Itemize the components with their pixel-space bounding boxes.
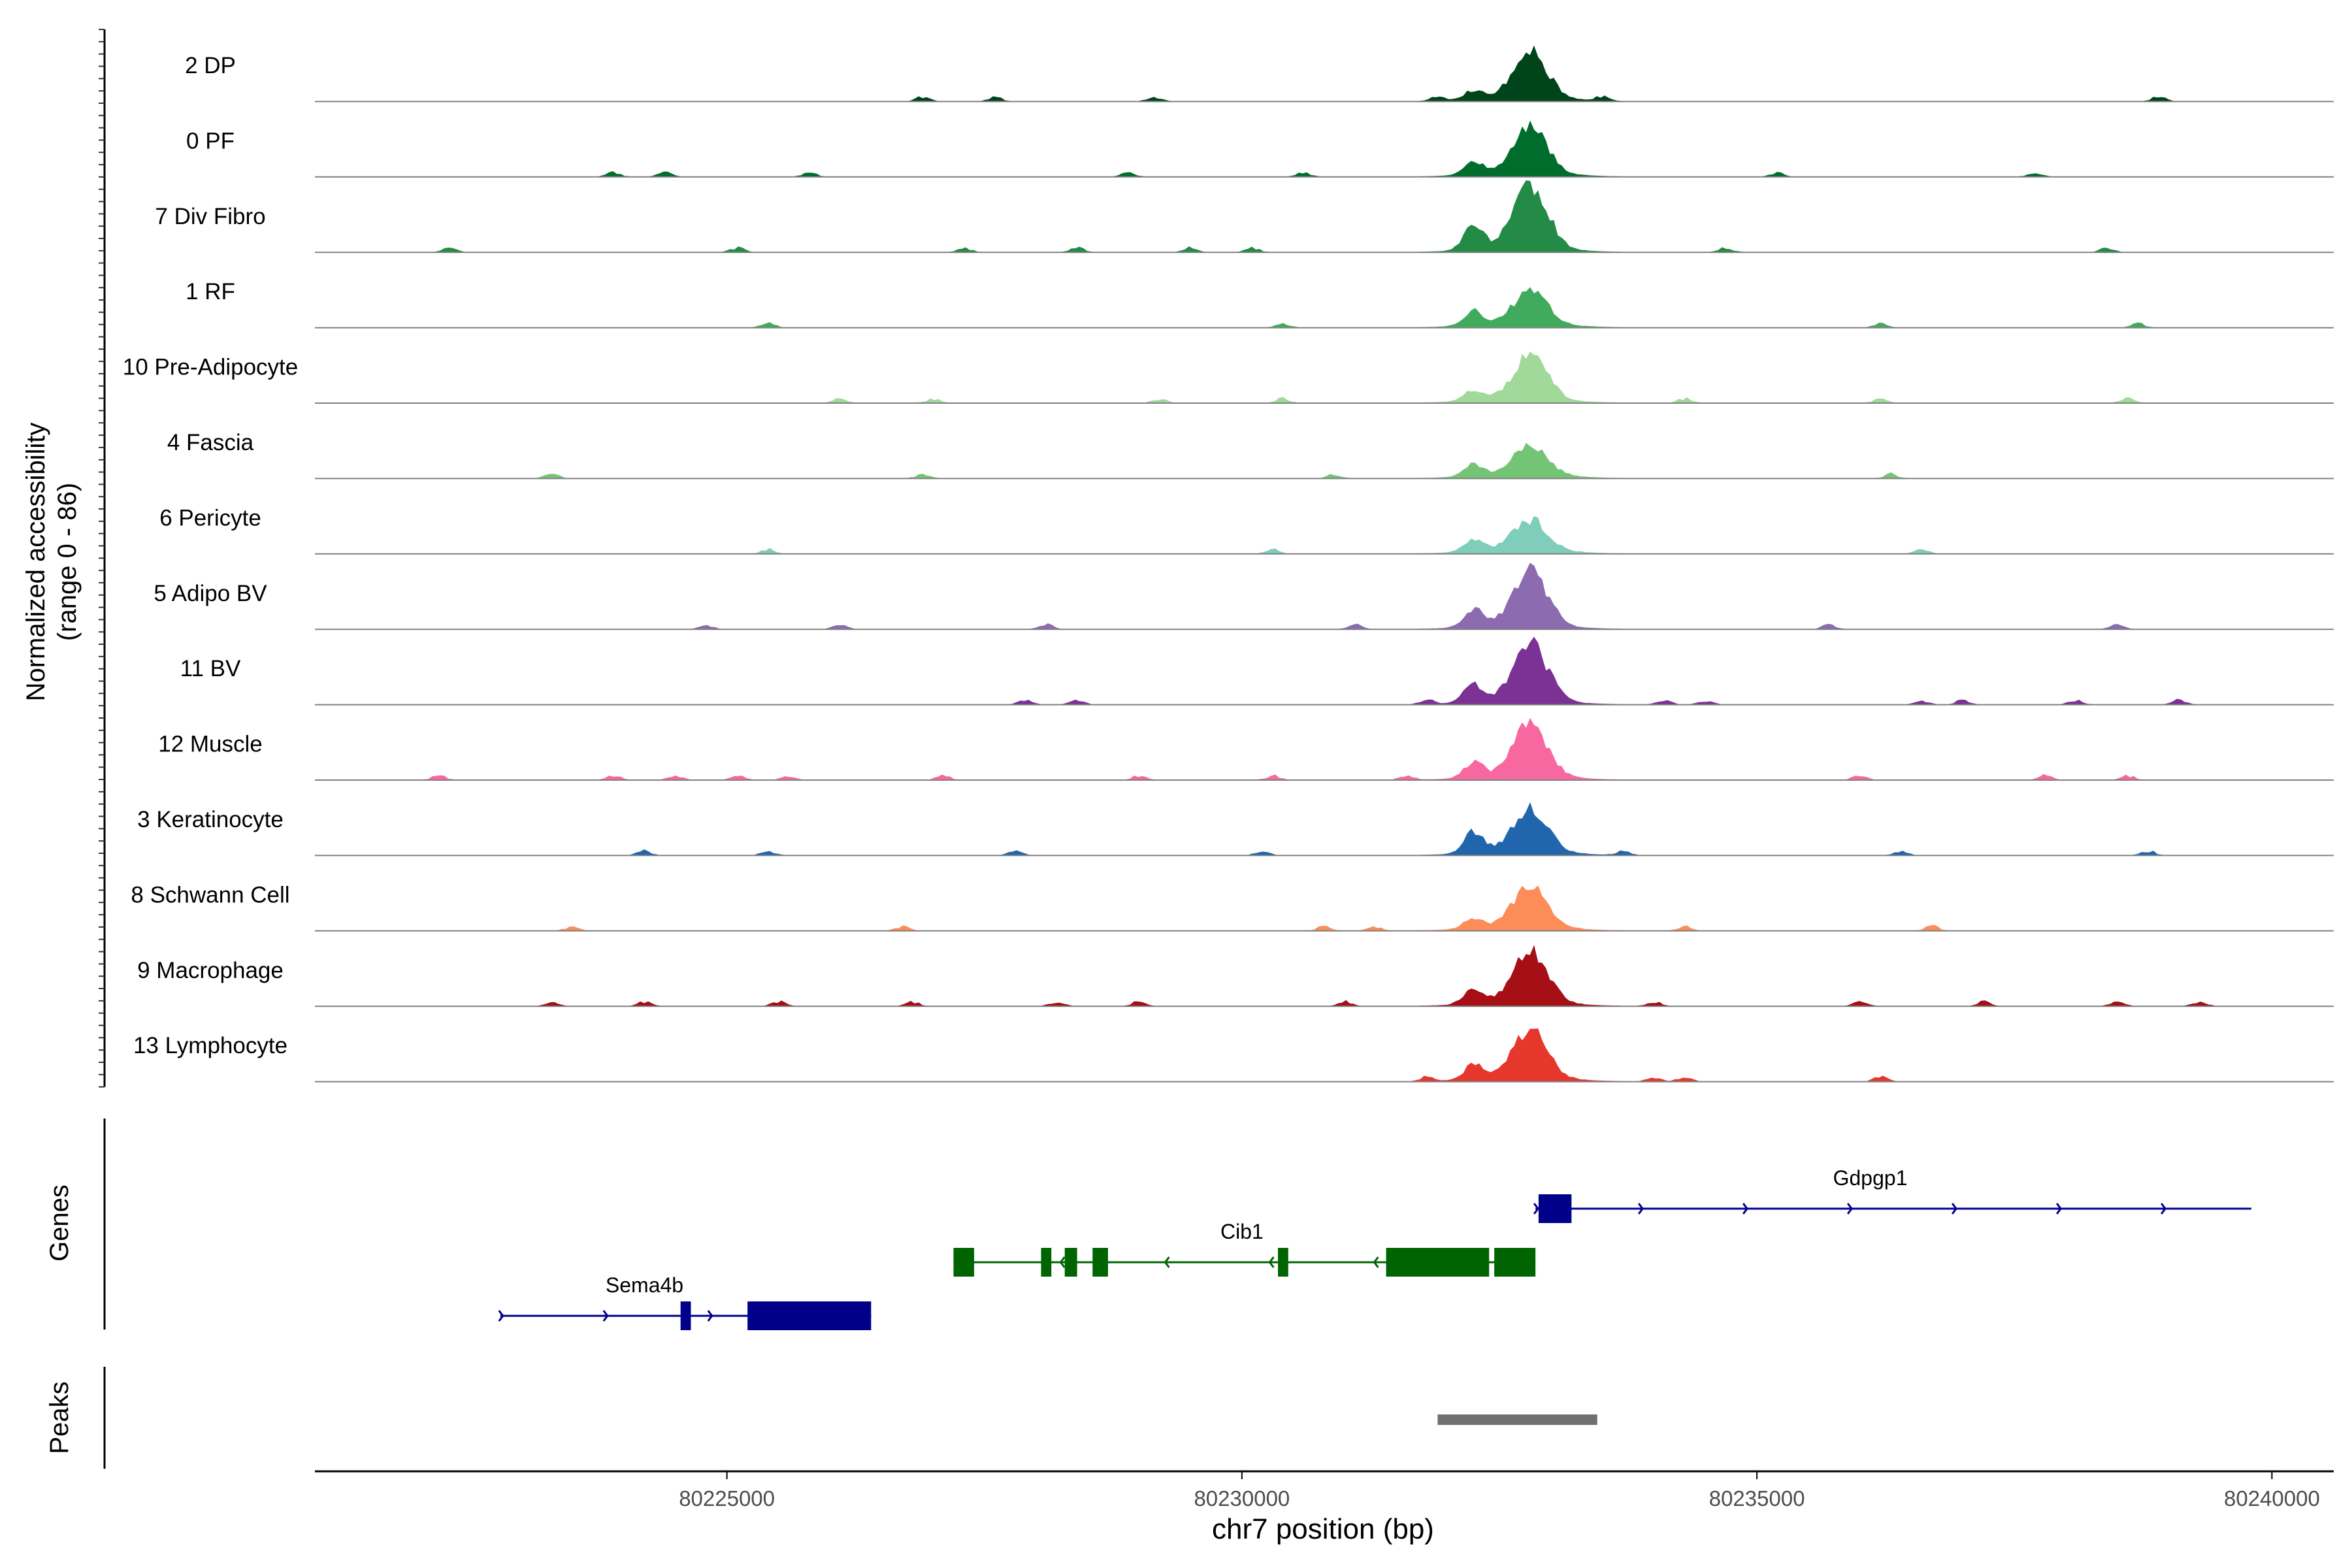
coverage-area — [315, 717, 2334, 781]
x-tick-label: 80235000 — [1709, 1486, 1805, 1511]
gene-name-label: Gdpgp1 — [1833, 1166, 1908, 1190]
peaks-track — [1437, 1414, 1597, 1425]
exon — [1386, 1248, 1490, 1277]
coverage-area — [315, 45, 2334, 102]
peak-bar — [1437, 1414, 1597, 1425]
exon — [1041, 1248, 1052, 1277]
track-4: 1 RF — [186, 279, 2334, 329]
track-label: 12 Muscle — [158, 732, 263, 757]
track-1: 2 DP — [185, 45, 2334, 103]
strand-arrow — [602, 1310, 609, 1322]
x-tick-label: 80230000 — [1194, 1486, 1290, 1511]
track-label: 10 Pre-Adipocyte — [123, 355, 298, 380]
gene-name-label: Sema4b — [606, 1273, 683, 1297]
exon — [953, 1248, 974, 1277]
x-tick-label: 80225000 — [679, 1486, 775, 1511]
gene-sema4b: Sema4b — [498, 1273, 872, 1330]
strand-arrow — [2160, 1203, 2167, 1215]
track-label: 9 Macrophage — [137, 958, 284, 983]
track-5: 10 Pre-Adipocyte — [123, 351, 2334, 404]
strand-arrow — [1637, 1203, 1644, 1215]
strand-arrow — [1059, 1256, 1066, 1268]
strand-arrow — [1164, 1256, 1170, 1268]
coverage-area — [315, 442, 2334, 479]
x-axis-title: chr7 position (bp) — [1212, 1513, 1434, 1545]
y-axis-title-line2: (range 0 - 86) — [53, 483, 82, 641]
exon — [747, 1301, 872, 1330]
track-8: 5 Adipo BV — [154, 563, 2334, 630]
exon — [1064, 1248, 1077, 1277]
strand-arrow — [1373, 1256, 1379, 1268]
strand-arrow — [1742, 1203, 1749, 1215]
track-9: 11 BV — [180, 636, 2334, 706]
strand-arrow — [1846, 1203, 1854, 1215]
track-14: 13 Lymphocyte — [133, 1028, 2334, 1083]
genes-track-label: Genes — [45, 1184, 74, 1262]
strand-arrow — [498, 1310, 504, 1322]
track-label: 11 BV — [180, 656, 241, 681]
y-axis-title-line1: Normalized accessibility — [22, 423, 50, 702]
x-tick-label: 80240000 — [2224, 1486, 2320, 1511]
coverage-area — [315, 515, 2334, 555]
track-3: 7 Div Fibro — [155, 180, 2334, 253]
exon — [1494, 1248, 1536, 1277]
strand-arrow — [1533, 1203, 1540, 1215]
track-2: 0 PF — [186, 120, 2334, 178]
gene-annotation-track: Sema4b Cib1 Gdpgp1 — [498, 1166, 2251, 1330]
track-label: 0 PF — [186, 128, 235, 154]
coverage-area — [315, 885, 2334, 932]
coverage-area — [315, 636, 2334, 706]
coverage-area — [315, 287, 2334, 329]
coverage-tracks: 2 DP 0 PF 7 Div Fibro 1 RF 10 Pre-Adipocyte 4… — [123, 45, 2334, 1083]
strand-arrow — [707, 1310, 713, 1322]
track-7: 6 Pericyte — [159, 505, 2334, 555]
exon — [680, 1301, 691, 1330]
strand-arrow — [2055, 1203, 2063, 1215]
track-label: 3 Keratinocyte — [137, 807, 284, 832]
track-label: 2 DP — [185, 53, 236, 78]
exon — [1538, 1194, 1572, 1223]
coverage-area — [315, 1028, 2334, 1083]
coverage-area — [315, 802, 2334, 856]
axes: 80225000 80230000 80235000 80240000 — [99, 29, 2334, 1511]
coverage-area — [315, 120, 2334, 178]
track-label: 1 RF — [186, 279, 235, 304]
track-label: 13 Lymphocyte — [133, 1033, 287, 1058]
track-label: 6 Pericyte — [159, 505, 261, 531]
strand-arrow — [1268, 1256, 1275, 1268]
exon — [1092, 1248, 1108, 1277]
coverage-area — [315, 180, 2334, 253]
track-6: 4 Fascia — [167, 430, 2334, 480]
track-label: 8 Schwann Cell — [131, 882, 289, 907]
track-13: 9 Macrophage — [137, 945, 2334, 1007]
gene-cib1: Cib1 — [953, 1220, 1536, 1277]
coverage-area — [315, 563, 2334, 630]
track-label: 4 Fascia — [167, 430, 254, 455]
coverage-area — [315, 945, 2334, 1007]
track-11: 3 Keratinocyte — [137, 802, 2334, 857]
strand-arrow — [1951, 1203, 1958, 1215]
track-12: 8 Schwann Cell — [131, 882, 2334, 932]
track-label: 7 Div Fibro — [155, 204, 265, 229]
gene-name-label: Cib1 — [1220, 1220, 1264, 1243]
exon — [1278, 1248, 1288, 1277]
track-label: 5 Adipo BV — [154, 581, 267, 606]
gene-gdpgp1: Gdpgp1 — [1533, 1166, 2251, 1223]
peaks-track-label: Peaks — [45, 1381, 74, 1454]
coverage-area — [315, 351, 2334, 404]
track-10: 12 Muscle — [158, 717, 2334, 781]
